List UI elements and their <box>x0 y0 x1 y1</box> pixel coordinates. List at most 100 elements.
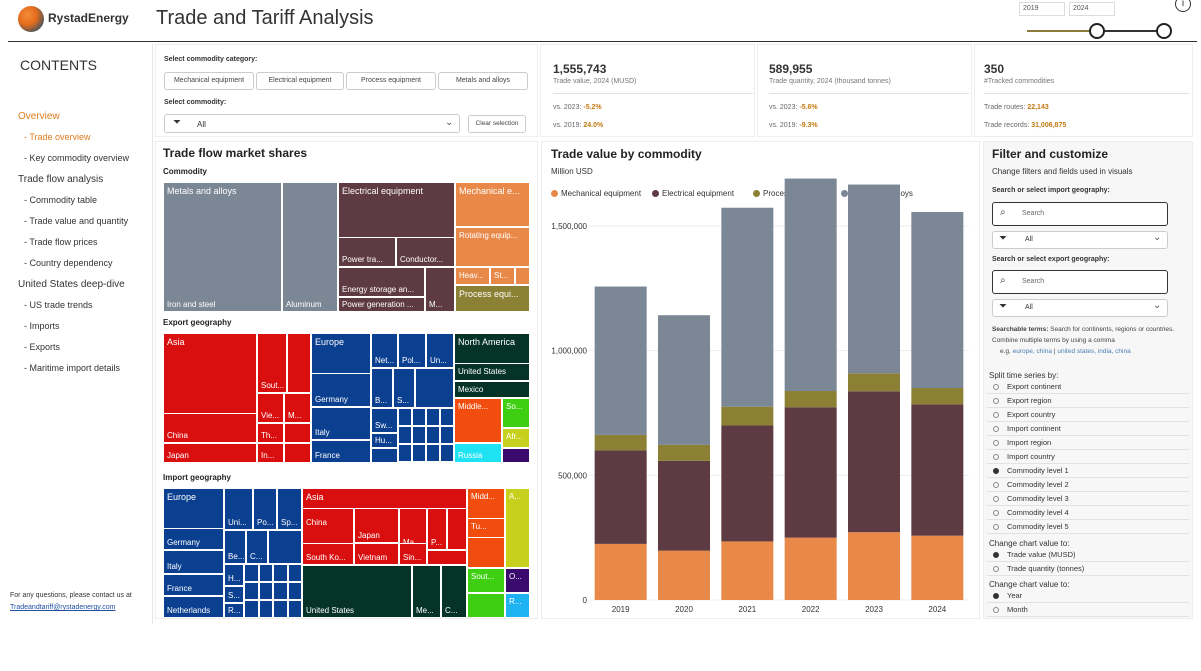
import-geo-search[interactable]: ⌕ Search <box>992 202 1168 226</box>
sidebar-item[interactable]: - Country dependency <box>24 258 113 268</box>
treemap-tile[interactable]: Net... <box>371 333 398 368</box>
treemap-tile[interactable] <box>502 448 530 463</box>
sidebar-item[interactable]: - Maritime import details <box>24 363 121 373</box>
treemap-tile[interactable]: Heav... <box>455 267 490 285</box>
treemap-tile[interactable] <box>244 600 259 618</box>
legend-item[interactable]: Mechanical equipment <box>551 189 641 198</box>
treemap-tile[interactable]: Power tra... <box>338 237 396 267</box>
radio-button[interactable] <box>993 496 999 502</box>
treemap-tile[interactable] <box>258 582 273 600</box>
sidebar-item[interactable]: - US trade trends <box>24 300 93 310</box>
treemap-tile[interactable]: C... <box>246 530 268 564</box>
treemap-tile[interactable] <box>412 408 426 426</box>
treemap-tile[interactable] <box>273 600 288 618</box>
treemap-tile[interactable]: Be... <box>224 530 246 564</box>
bar-segment[interactable] <box>658 460 710 551</box>
radio-button[interactable] <box>993 440 999 446</box>
treemap-tile[interactable]: Netherlands <box>163 596 224 618</box>
treemap-tile[interactable]: Sout... <box>257 333 287 393</box>
bar-segment[interactable] <box>784 391 837 408</box>
treemap-tile[interactable]: Aluminum <box>282 182 338 312</box>
treemap-tile[interactable]: Vie... <box>257 393 284 423</box>
sidebar-item[interactable]: - Commodity table <box>24 195 98 205</box>
treemap-tile[interactable]: Sin... <box>399 543 427 565</box>
year-slider-end-handle[interactable] <box>1156 23 1172 39</box>
treemap-tile[interactable] <box>398 408 412 426</box>
sidebar-item[interactable]: - Exports <box>24 342 61 352</box>
treemap-tile[interactable]: Po... <box>253 488 277 530</box>
commodity-dropdown[interactable]: ⏷ All ⌄ <box>164 114 460 133</box>
treemap-tile[interactable]: S... <box>393 368 415 408</box>
radio-button[interactable] <box>993 468 999 474</box>
sidebar-item[interactable]: - Trade flow prices <box>24 237 98 247</box>
bar-segment[interactable] <box>848 391 900 533</box>
bar-segment[interactable] <box>658 550 710 600</box>
treemap-tile[interactable]: Rotating equip... <box>455 227 530 267</box>
radio-button[interactable] <box>993 566 999 572</box>
treemap-tile[interactable] <box>287 582 302 600</box>
radio-option[interactable]: Month <box>993 605 1028 614</box>
radio-button[interactable] <box>993 426 999 432</box>
treemap-tile[interactable] <box>371 448 398 463</box>
year-to-field[interactable]: 2024 <box>1069 2 1115 16</box>
treemap-tile[interactable]: Iron and steel <box>163 182 282 312</box>
treemap-tile[interactable] <box>287 564 302 582</box>
treemap-tile[interactable] <box>440 444 454 462</box>
bar-segment[interactable] <box>911 211 964 389</box>
treemap-tile[interactable]: Japan <box>163 443 257 463</box>
sidebar-item[interactable]: United States deep-dive <box>18 279 125 290</box>
treemap-tile[interactable] <box>244 582 259 600</box>
treemap-tile[interactable]: H... <box>224 564 244 586</box>
treemap-tile[interactable]: B... <box>371 368 393 408</box>
treemap-tile[interactable] <box>447 508 467 550</box>
radio-option[interactable]: Trade quantity (tonnes) <box>993 564 1084 573</box>
chip-metals-and-alloys[interactable]: Metals and alloys <box>438 72 528 90</box>
treemap-tile[interactable]: Italy <box>163 550 224 574</box>
export-geo-dropdown[interactable]: ⏷ All ⌄ <box>992 299 1168 317</box>
bar-segment[interactable] <box>911 388 964 405</box>
treemap-tile[interactable] <box>467 593 505 618</box>
treemap-tile[interactable]: Th... <box>257 423 284 443</box>
treemap-tile[interactable]: M... <box>284 393 311 423</box>
treemap-tile[interactable]: Me... <box>412 565 441 618</box>
treemap-tile[interactable] <box>398 426 412 444</box>
bar-segment[interactable] <box>848 373 900 392</box>
radio-option[interactable]: Commodity level 5 <box>993 522 1069 531</box>
bar-segment[interactable] <box>911 404 964 536</box>
radio-button[interactable] <box>993 607 999 613</box>
treemap-tile[interactable]: Process equi... <box>455 285 530 312</box>
bar-segment[interactable] <box>848 532 900 600</box>
bar-segment[interactable] <box>594 286 647 435</box>
treemap-tile[interactable] <box>440 426 454 444</box>
chip-mechanical-equipment[interactable]: Mechanical equipment <box>164 72 254 90</box>
treemap-tile[interactable] <box>287 600 302 618</box>
treemap-tile[interactable]: France <box>311 440 371 463</box>
bar-segment[interactable] <box>594 434 647 451</box>
bar-segment[interactable] <box>784 537 837 600</box>
treemap-tile[interactable] <box>258 600 273 618</box>
chip-electrical-equipment[interactable]: Electrical equipment <box>256 72 344 90</box>
treemap-tile[interactable]: France <box>163 574 224 596</box>
radio-button[interactable] <box>993 482 999 488</box>
sidebar-item[interactable]: - Imports <box>24 321 60 331</box>
treemap-tile[interactable] <box>415 368 454 408</box>
export-geo-search[interactable]: ⌕ Search <box>992 270 1168 294</box>
sidebar-item[interactable]: - Key commodity overview <box>24 153 130 163</box>
radio-button[interactable] <box>993 398 999 404</box>
treemap-tile[interactable] <box>284 423 311 443</box>
treemap-tile[interactable]: Italy <box>311 407 371 440</box>
bar-segment[interactable] <box>658 315 710 445</box>
radio-button[interactable] <box>993 384 999 390</box>
treemap-tile[interactable] <box>515 267 530 285</box>
treemap-tile[interactable]: Sw... <box>371 408 398 433</box>
clear-selection-button[interactable]: Clear selection <box>468 115 526 133</box>
bar-segment[interactable] <box>721 406 774 426</box>
treemap-tile[interactable] <box>426 426 440 444</box>
radio-button[interactable] <box>993 412 999 418</box>
treemap-tile[interactable]: Germany <box>163 528 224 550</box>
info-icon[interactable]: i <box>1175 0 1191 12</box>
treemap-tile[interactable] <box>440 408 454 426</box>
radio-option[interactable]: Export continent <box>993 382 1061 391</box>
treemap-tile[interactable]: South Ko... <box>302 543 354 565</box>
treemap-tile[interactable]: United States <box>302 565 412 618</box>
